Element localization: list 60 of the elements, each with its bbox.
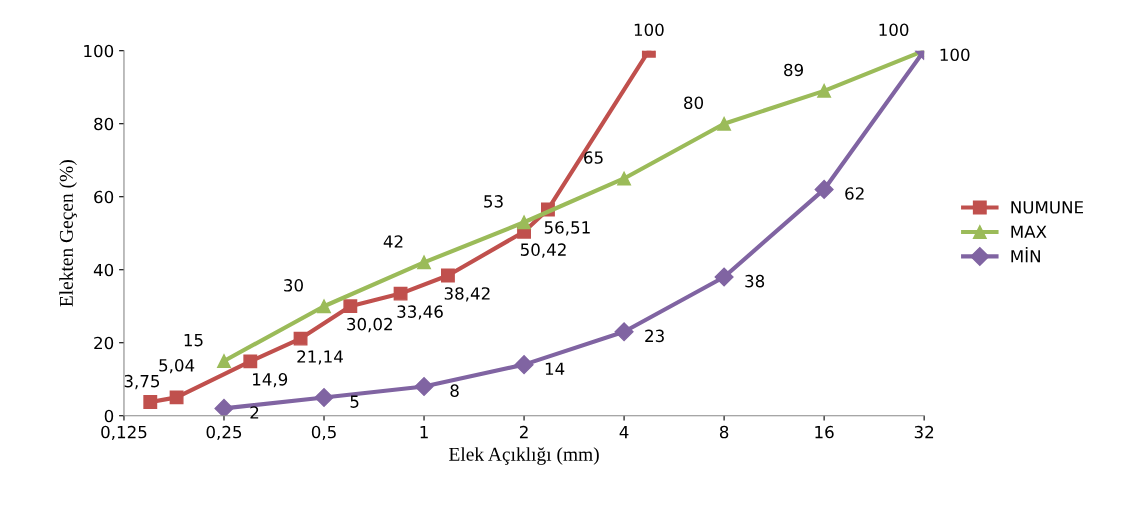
- x-tick-label: 0,5: [311, 425, 336, 441]
- point: [214, 398, 234, 416]
- point: [717, 116, 732, 131]
- data-label: 80: [684, 96, 704, 110]
- data-label: 33,46: [397, 305, 443, 320]
- data-label: 100: [940, 48, 970, 62]
- data-label: 23: [645, 329, 664, 343]
- data-label: 38,42: [444, 287, 490, 302]
- x-tick-label: 32: [914, 425, 934, 439]
- x-tick-label: 16: [815, 425, 834, 439]
- data-label: 5: [350, 395, 359, 408]
- data-label: 62: [845, 187, 864, 200]
- x-tick-label: 0,125: [101, 425, 147, 441]
- data-label: 38: [745, 274, 765, 288]
- point: [617, 171, 632, 186]
- data-label: 65: [584, 151, 603, 164]
- point: [314, 387, 334, 408]
- point: [514, 355, 534, 375]
- x-tick-label: 4: [619, 425, 629, 439]
- y-tick-label: 60: [94, 190, 114, 204]
- y-tick-label: 20: [94, 336, 114, 350]
- data-label: 100: [879, 23, 909, 37]
- data-label: 15: [184, 333, 203, 347]
- data-label: 42: [383, 235, 403, 248]
- point: [217, 354, 231, 368]
- y-tick-label: 80: [94, 117, 114, 131]
- data-label: 5,04: [159, 359, 195, 374]
- legend-label: MAX: [1011, 225, 1047, 238]
- legend-label: NUMUNE: [1011, 201, 1083, 214]
- point: [317, 299, 331, 314]
- x-tick-label: 1: [420, 425, 428, 439]
- legend-label: MİN: [1011, 247, 1040, 263]
- data-label: 21,14: [297, 350, 343, 365]
- point: [814, 179, 834, 199]
- point: [817, 83, 832, 98]
- data-label: 14: [545, 362, 565, 375]
- x-tick-label: 8: [719, 425, 729, 439]
- data-label: 3,75: [124, 374, 160, 390]
- y-tick-label: 0: [104, 409, 114, 423]
- point: [417, 255, 431, 270]
- y-tick-label: 40: [93, 263, 114, 277]
- data-label: 89: [784, 63, 803, 77]
- data-label: 14,9: [253, 373, 288, 388]
- data-label: 30: [284, 279, 303, 292]
- data-label: 100: [634, 23, 664, 37]
- x-tick-label: 0,25: [206, 425, 242, 441]
- data-label: 8: [450, 384, 459, 397]
- data-label: 56,51: [544, 221, 590, 236]
- point: [517, 215, 532, 230]
- y-axis-title: Elekten Geçen (%): [59, 160, 77, 307]
- data-label: 53: [484, 195, 503, 208]
- data-label: 2: [250, 406, 259, 419]
- point: [414, 377, 434, 397]
- data-label: 30,02: [347, 317, 392, 333]
- point: [714, 267, 734, 287]
- data-label: 50,42: [520, 243, 566, 258]
- x-tick-label: 2: [519, 425, 528, 439]
- x-axis-title: Elek Açıklığı (mm): [449, 447, 599, 465]
- y-tick-label: 100: [84, 44, 114, 58]
- point: [614, 322, 634, 342]
